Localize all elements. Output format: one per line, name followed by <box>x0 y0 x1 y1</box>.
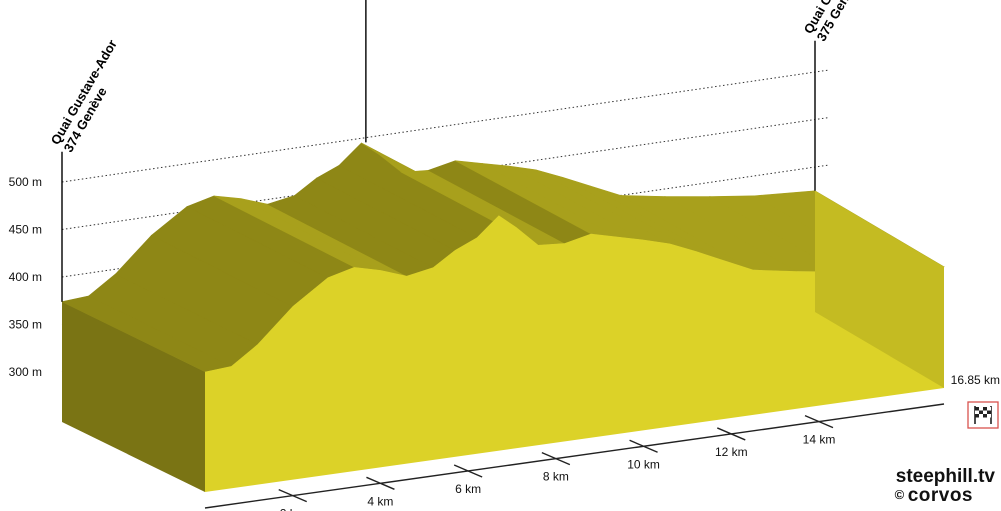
x-tick-10 <box>629 439 658 453</box>
finish-flag-cell <box>983 414 987 418</box>
x-tick-label-6: 6 km <box>455 482 481 496</box>
distance-label: 16.85 km <box>951 373 1000 387</box>
x-tick-label-14: 14 km <box>803 433 836 447</box>
x-tick-label-10: 10 km <box>627 457 660 471</box>
finish-flag-cell <box>975 414 979 418</box>
y-tick-label-450: 450 m <box>9 223 42 237</box>
credit-author-name: corvos <box>907 485 973 506</box>
checkered-flag-icon <box>974 406 992 424</box>
x-tick-label-12: 12 km <box>715 445 748 459</box>
x-tick-4 <box>366 476 395 490</box>
finish-flag-cell <box>987 407 991 411</box>
finish-flag-cell <box>979 414 983 418</box>
x-tick-12 <box>717 427 746 441</box>
finish-flag-cell <box>975 407 979 411</box>
finish-flag-cell <box>979 410 983 414</box>
copyright-symbol: © <box>894 487 905 502</box>
y-tick-label-400: 400 m <box>9 270 42 284</box>
profile-front-face <box>205 215 944 492</box>
finish-flag-cell <box>975 410 979 414</box>
finish-marker <box>967 401 999 429</box>
finish-icon-frame <box>967 401 999 429</box>
x-tick-label-8: 8 km <box>543 470 569 484</box>
x-tick-14 <box>804 414 834 429</box>
finish-flag-cell <box>983 407 987 411</box>
x-tick-2 <box>278 489 307 503</box>
axes: 300 m 350 m 400 m 450 m 500 m 2 km 4 km 6 km 8 k… <box>9 175 1000 511</box>
finish-flag-cell <box>987 410 991 414</box>
finish-flag-cell <box>983 410 987 414</box>
gridline-500 <box>61 69 830 183</box>
finish-flag-cell <box>979 407 983 411</box>
x-axis-line <box>204 403 945 509</box>
profile-left-end <box>62 301 205 492</box>
y-tick-label-350: 350 m <box>9 318 42 332</box>
profile-right-end <box>815 190 944 388</box>
finish-flag-cell <box>987 414 991 418</box>
y-tick-label-300: 300 m <box>9 365 42 379</box>
x-tick-label-2: 2 km <box>280 507 306 511</box>
x-tick-6 <box>453 464 483 478</box>
profile-body <box>61 142 945 492</box>
credit-author: © corvos <box>895 485 973 507</box>
credit-site: steephill.tv <box>895 466 995 487</box>
y-tick-label-500: 500 m <box>9 175 42 189</box>
x-tick-label-4: 4 km <box>367 494 393 508</box>
x-tick-8 <box>541 451 571 466</box>
